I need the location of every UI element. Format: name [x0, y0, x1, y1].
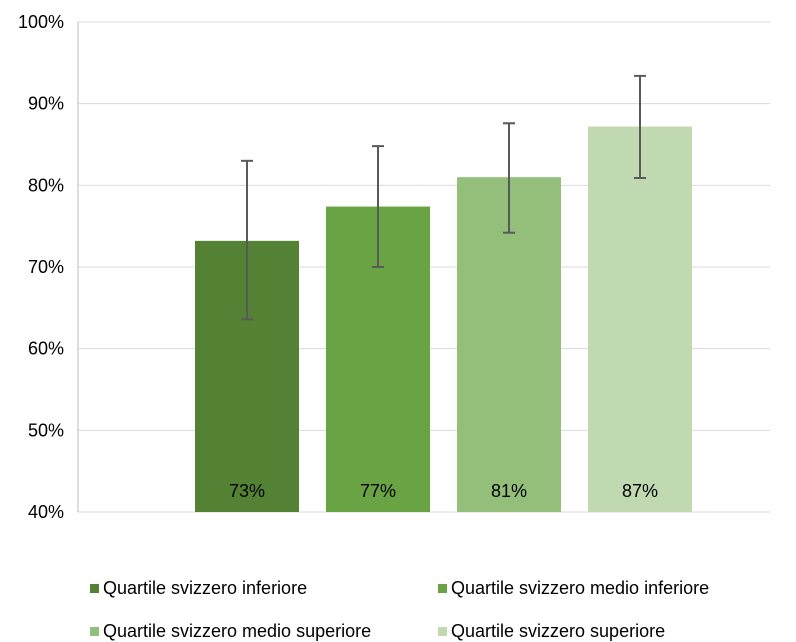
- error-bars: [241, 74, 646, 321]
- legend-label: Quartile svizzero medio superiore: [103, 621, 372, 641]
- bar-value-label: 81%: [491, 481, 527, 501]
- legend-swatch: [438, 584, 447, 593]
- legend-label: Quartile svizzero superiore: [451, 621, 666, 641]
- bars: [195, 126, 692, 513]
- legend-item: Quartile svizzero inferiore: [90, 578, 438, 599]
- y-tick-label: 40%: [28, 502, 64, 522]
- legend-item: Quartile svizzero superiore: [438, 621, 780, 642]
- legend-label: Quartile svizzero medio inferiore: [451, 578, 710, 598]
- y-tick-label: 60%: [28, 339, 64, 359]
- legend-item: Quartile svizzero medio superiore: [90, 621, 438, 642]
- error-bar: [372, 145, 384, 268]
- y-tick-label: 90%: [28, 94, 64, 114]
- y-axis-tick-labels: 40% 50% 60% 70% 80% 90% 100%: [18, 12, 64, 522]
- bar-chart: 40% 50% 60% 70% 80% 90% 100% 73% 77% 81% 87%: [18, 12, 770, 522]
- y-tick-label: 80%: [28, 175, 64, 195]
- y-tick-label: 100%: [18, 12, 64, 32]
- legend: Quartile svizzero inferiore Quartile svi…: [90, 578, 780, 642]
- bar-value-labels: 73% 77% 81% 87%: [229, 481, 658, 501]
- error-bar: [241, 159, 253, 321]
- legend-item: Quartile svizzero medio inferiore: [438, 578, 780, 599]
- bar-value-label: 77%: [360, 481, 396, 501]
- legend-swatch: [90, 584, 99, 593]
- legend-label: Quartile svizzero inferiore: [103, 578, 308, 598]
- legend-swatch: [90, 627, 99, 636]
- error-bar: [634, 74, 646, 179]
- legend-swatch: [438, 627, 447, 636]
- bar: [588, 126, 692, 513]
- y-tick-label: 50%: [28, 420, 64, 440]
- y-tick-label: 70%: [28, 257, 64, 277]
- bar-value-label: 87%: [622, 481, 658, 501]
- error-bar: [503, 122, 515, 234]
- bar-value-label: 73%: [229, 481, 265, 501]
